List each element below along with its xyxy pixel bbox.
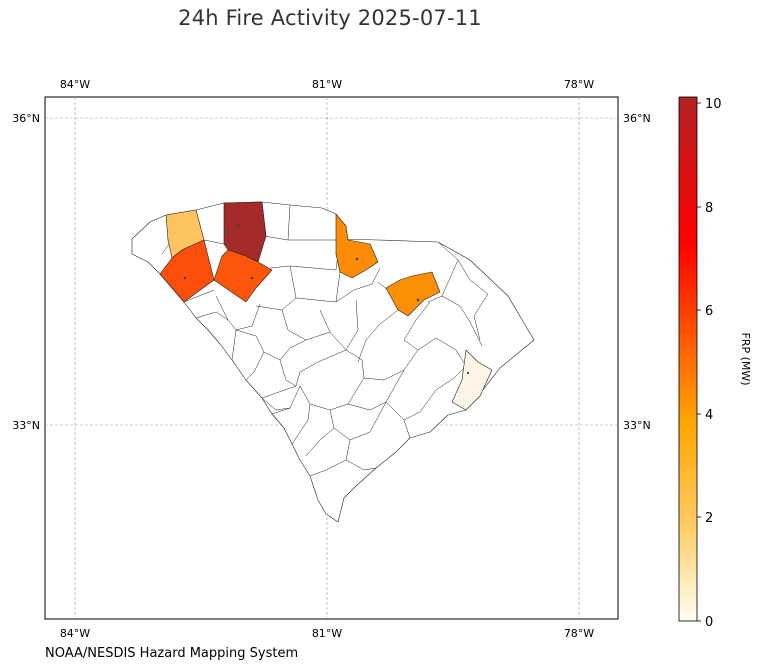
colorbar-label: FRP (MW): [739, 332, 752, 385]
fire-point: [226, 230, 230, 234]
colorbar-tick-10: 10: [705, 97, 722, 112]
county-f: [385, 271, 441, 317]
fire-point: [250, 276, 254, 280]
county-e: [335, 213, 379, 279]
lat-label-right-33n: 33°N: [623, 419, 651, 432]
lon-label-bottom-78w: 78°W: [564, 627, 594, 640]
colorbar-tick-2: 2: [705, 511, 713, 526]
lon-label-top-84w: 84°W: [60, 78, 90, 91]
lon-label-top-78w: 78°W: [564, 78, 594, 91]
colorbar-tick-4: 4: [705, 408, 713, 423]
lat-label-left-36n: 36°N: [12, 112, 40, 125]
lon-label-bottom-81w: 81°W: [312, 627, 342, 640]
lat-label-right-36n: 36°N: [623, 112, 651, 125]
fire-point: [355, 257, 359, 261]
fire-point: [183, 276, 187, 280]
source-credit: NOAA/NESDIS Hazard Mapping System: [45, 646, 299, 661]
fire-point: [416, 298, 420, 302]
colorbar-tick-0: 0: [705, 615, 713, 630]
lon-label-bottom-84w: 84°W: [60, 627, 90, 640]
colorbar-tick-8: 8: [705, 201, 713, 216]
colorbar-gradient: [678, 96, 698, 622]
lon-label-top-81w: 81°W: [312, 78, 342, 91]
colorbar: 0 2 4 6 8 10 FRP (MW): [678, 96, 752, 630]
fire-point: [466, 371, 470, 375]
county-g: [451, 349, 493, 411]
county-c: [159, 239, 215, 303]
map-title: 24h Fire Activity 2025-07-11: [178, 6, 482, 30]
county-d: [213, 249, 273, 303]
lat-label-left-33n: 33°N: [12, 419, 40, 432]
colorbar-tick-6: 6: [705, 304, 713, 319]
state-map: [131, 201, 535, 523]
fire-point: [236, 224, 240, 228]
fire-detections: [183, 224, 470, 375]
